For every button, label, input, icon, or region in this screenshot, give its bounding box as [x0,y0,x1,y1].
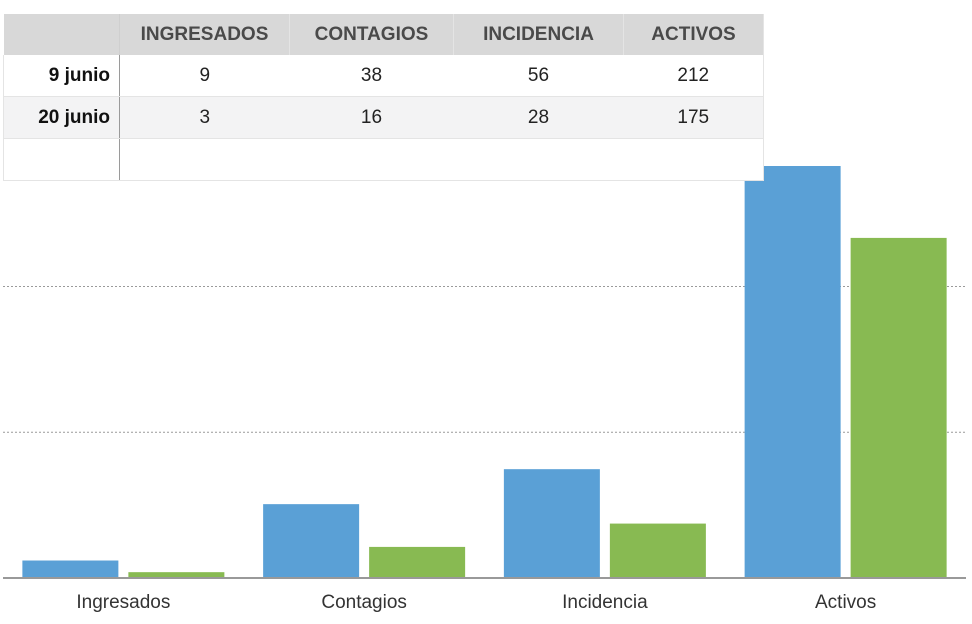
table-cell: 56 [453,55,624,97]
table-header-contagios: CONTAGIOS [289,14,454,55]
table-cell [453,138,624,181]
bar-contagios-series-1 [263,504,360,578]
table-row: 20 junio 3 16 28 175 [3,96,764,139]
gridlines [3,285,966,433]
table-header-row: INGRESADOS CONTAGIOS INCIDENCIA ACTIVOS [3,14,764,55]
table-cell [289,138,454,181]
bar-incidencia-series-1 [503,469,600,578]
row-label: 9 junio [3,55,120,97]
bar-activos-series-2 [850,237,947,579]
bar-contagios-series-2 [369,546,466,578]
table-cell: 3 [119,96,290,139]
table-cell: 38 [289,55,454,97]
table-cell: 175 [623,96,764,139]
bar-ingresados-series-1 [22,560,119,578]
table-cell: 212 [623,55,764,97]
table-cell [119,138,290,181]
category-label-contagios: Contagios [321,592,407,613]
table-cell [623,138,764,181]
table-cell: 16 [289,96,454,139]
row-label: 20 junio [3,96,120,139]
table-header-incidencia: INCIDENCIA [453,14,624,55]
bar-ingresados-series-2 [128,572,225,578]
table-corner-cell [3,14,120,55]
category-label-activos: Activos [815,592,876,613]
table-cell: 9 [119,55,290,97]
category-labels: Ingresados Contagios Incidencia Activos [76,592,876,613]
data-table: INGRESADOS CONTAGIOS INCIDENCIA ACTIVOS … [3,14,764,181]
table-row: 9 junio 9 38 56 212 [3,55,764,97]
table-header-ingresados: INGRESADOS [119,14,290,55]
category-label-ingresados: Ingresados [76,592,170,613]
bars [22,166,947,579]
bar-incidencia-series-2 [609,523,706,578]
row-label [3,138,120,181]
table-cell: 28 [453,96,624,139]
table-header-activos: ACTIVOS [623,14,764,55]
bar-activos-series-1 [744,166,841,578]
category-label-incidencia: Incidencia [562,592,648,613]
table-row-empty [3,138,764,181]
